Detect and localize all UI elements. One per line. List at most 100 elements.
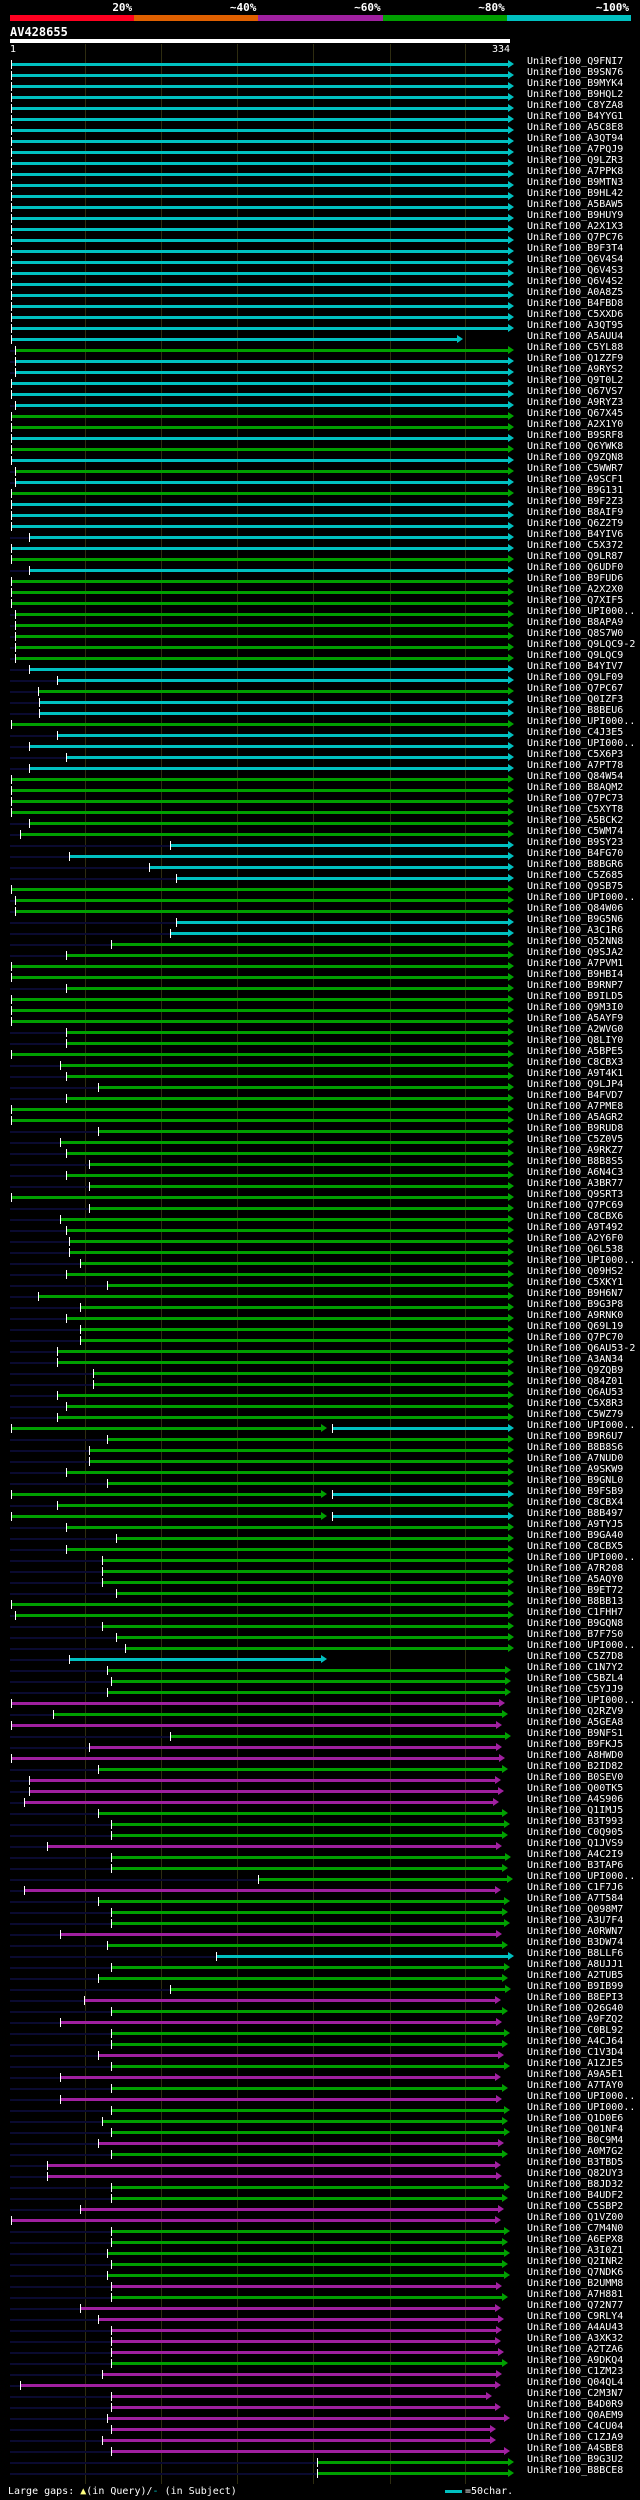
subject-link[interactable]: UniRef100_Q6Z2T9 <box>527 518 624 529</box>
alignment-row[interactable]: UniRef100_B9FKJ5 <box>0 1739 640 1754</box>
alignment-row[interactable]: UniRef100_Q9FNI7 <box>0 56 640 71</box>
subject-link[interactable]: UniRef100_C4CU04 <box>527 2421 624 2432</box>
subject-link[interactable]: UniRef100_Q84W54 <box>527 771 624 782</box>
alignment-row[interactable]: UniRef100_A5GEA8 <box>0 1717 640 1732</box>
alignment-row[interactable]: UniRef100_B4YIV6 <box>0 529 640 544</box>
subject-link[interactable]: UniRef100_Q0AEM9 <box>527 2410 624 2421</box>
alignment-row[interactable]: UniRef100_A1ZJE5 <box>0 2058 640 2073</box>
alignment-row[interactable]: UniRef100_A5AQY0 <box>0 1574 640 1589</box>
alignment-row[interactable]: UniRef100_Q52NN8 <box>0 936 640 951</box>
subject-link[interactable]: UniRef100_B9FSB9 <box>527 1486 624 1497</box>
alignment-row[interactable]: UniRef100_A9RNK0 <box>0 1310 640 1325</box>
subject-link[interactable]: UniRef100_B9HQL2 <box>527 89 624 100</box>
alignment-row[interactable]: UniRef100_A9SCF1 <box>0 474 640 489</box>
subject-link[interactable]: UniRef100_B8JD32 <box>527 2179 624 2190</box>
subject-link[interactable]: UniRef100_C0Q905 <box>527 1827 624 1838</box>
alignment-row[interactable]: UniRef100_C1N7Y2 <box>0 1662 640 1677</box>
subject-link[interactable]: UniRef100_A7H881 <box>527 2289 624 2300</box>
subject-link[interactable]: UniRef100_A3AN34 <box>527 1354 624 1365</box>
subject-link[interactable]: UniRef100_B9G131 <box>527 485 624 496</box>
subject-link[interactable]: UniRef100_A5AGR2 <box>527 1112 624 1123</box>
subject-link[interactable]: UniRef100_C8CBX6 <box>527 1211 624 1222</box>
alignment-row[interactable]: UniRef100_A5AYF9 <box>0 1013 640 1028</box>
alignment-row[interactable]: UniRef100_Q7PC70 <box>0 1332 640 1347</box>
subject-link[interactable]: UniRef100_Q2INR2 <box>527 2256 624 2267</box>
alignment-row[interactable]: UniRef100_Q9SRT3 <box>0 1189 640 1204</box>
alignment-row[interactable]: UniRef100_B9G3P8 <box>0 1299 640 1314</box>
alignment-row[interactable]: UniRef100_Q1IMJ5 <box>0 1805 640 1820</box>
subject-link[interactable]: UniRef100_B3TAP6 <box>527 1860 624 1871</box>
subject-link[interactable]: UniRef100_B4FG70 <box>527 848 624 859</box>
subject-link[interactable]: UniRef100_UPI000.. <box>527 892 636 903</box>
alignment-row[interactable]: UniRef100_C5WWR7 <box>0 463 640 478</box>
subject-link[interactable]: UniRef100_A5AUU4 <box>527 331 624 342</box>
subject-link[interactable]: UniRef100_Q9M3I0 <box>527 1002 624 1013</box>
subject-link[interactable]: UniRef100_C1N7Y2 <box>527 1662 624 1673</box>
subject-link[interactable]: UniRef100_Q098M7 <box>527 1904 624 1915</box>
alignment-row[interactable]: UniRef100_A4CJ64 <box>0 2036 640 2051</box>
alignment-row[interactable]: UniRef100_A2Y6F0 <box>0 1233 640 1248</box>
subject-link[interactable]: UniRef100_A2TZA6 <box>527 2344 624 2355</box>
subject-link[interactable]: UniRef100_B9GQN8 <box>527 1618 624 1629</box>
subject-link[interactable]: UniRef100_B8BB13 <box>527 1596 624 1607</box>
subject-link[interactable]: UniRef100_C7M4N0 <box>527 2223 624 2234</box>
subject-link[interactable]: UniRef100_Q7PC67 <box>527 683 624 694</box>
alignment-row[interactable]: UniRef100_B4FG70 <box>0 848 640 863</box>
alignment-row[interactable]: UniRef100_A4C2I9 <box>0 1849 640 1864</box>
alignment-row[interactable]: UniRef100_Q9LZR3 <box>0 155 640 170</box>
alignment-row[interactable]: UniRef100_Q67X45 <box>0 408 640 423</box>
subject-link[interactable]: UniRef100_B9SRF8 <box>527 430 624 441</box>
alignment-row[interactable]: UniRef100_A7PME8 <box>0 1101 640 1116</box>
subject-link[interactable]: UniRef100_A5BPE5 <box>527 1046 624 1057</box>
alignment-row[interactable]: UniRef100_UPI000.. <box>0 1640 640 1655</box>
alignment-row[interactable]: UniRef100_C7M4N0 <box>0 2223 640 2238</box>
subject-link[interactable]: UniRef100_Q9ZQB9 <box>527 1365 624 1376</box>
alignment-row[interactable]: UniRef100_Q84Z01 <box>0 1376 640 1391</box>
subject-link[interactable]: UniRef100_Q6YWK8 <box>527 441 624 452</box>
alignment-row[interactable]: UniRef100_A5AUU4 <box>0 331 640 346</box>
alignment-row[interactable]: UniRef100_B0C9M4 <box>0 2135 640 2150</box>
alignment-row[interactable]: UniRef100_A5BPE5 <box>0 1046 640 1061</box>
alignment-row[interactable]: UniRef100_A2X1X3 <box>0 221 640 236</box>
subject-link[interactable]: UniRef100_C5XKY1 <box>527 1277 624 1288</box>
alignment-row[interactable]: UniRef100_C1F7J6 <box>0 1882 640 1897</box>
subject-link[interactable]: UniRef100_A5C8E8 <box>527 122 624 133</box>
alignment-row[interactable]: UniRef100_B4FBD8 <box>0 298 640 313</box>
subject-link[interactable]: UniRef100_Q7PC69 <box>527 1200 624 1211</box>
alignment-row[interactable]: UniRef100_C5YL88 <box>0 342 640 357</box>
alignment-row[interactable]: UniRef100_C9RLY4 <box>0 2311 640 2326</box>
subject-link[interactable]: UniRef100_A9T492 <box>527 1222 624 1233</box>
alignment-row[interactable]: UniRef100_B9FUD6 <box>0 573 640 588</box>
subject-link[interactable]: UniRef100_A9RKZ7 <box>527 1145 624 1156</box>
alignment-row[interactable]: UniRef100_B9RNP7 <box>0 980 640 995</box>
alignment-row[interactable]: UniRef100_B9HUY9 <box>0 210 640 225</box>
alignment-row[interactable]: UniRef100_B9RUD8 <box>0 1123 640 1138</box>
subject-link[interactable]: UniRef100_Q72N77 <box>527 2300 624 2311</box>
alignment-row[interactable]: UniRef100_B4D0R9 <box>0 2399 640 2414</box>
subject-link[interactable]: UniRef100_Q9SRT3 <box>527 1189 624 1200</box>
alignment-row[interactable]: UniRef100_Q84W54 <box>0 771 640 786</box>
subject-link[interactable]: UniRef100_B8BGR6 <box>527 859 624 870</box>
alignment-row[interactable]: UniRef100_B9GNL0 <box>0 1475 640 1490</box>
subject-link[interactable]: UniRef100_B3TBD5 <box>527 2157 624 2168</box>
alignment-row[interactable]: UniRef100_A9RYS2 <box>0 364 640 379</box>
subject-link[interactable]: UniRef100_B8LLF6 <box>527 1948 624 1959</box>
subject-link[interactable]: UniRef100_A3QT95 <box>527 320 624 331</box>
subject-link[interactable]: UniRef100_A7PT78 <box>527 760 624 771</box>
subject-link[interactable]: UniRef100_Q09HS2 <box>527 1266 624 1277</box>
alignment-row[interactable]: UniRef100_Q9LQC9-2 <box>0 639 640 654</box>
subject-link[interactable]: UniRef100_B9ET72 <box>527 1585 624 1596</box>
subject-link[interactable]: UniRef100_B4YIV7 <box>527 661 624 672</box>
alignment-row[interactable]: UniRef100_UPI000.. <box>0 1255 640 1270</box>
alignment-row[interactable]: UniRef100_Q8LIY0 <box>0 1035 640 1050</box>
subject-link[interactable]: UniRef100_B9HL42 <box>527 188 624 199</box>
alignment-row[interactable]: UniRef100_B8LLF6 <box>0 1948 640 1963</box>
alignment-row[interactable]: UniRef100_A7PT78 <box>0 760 640 775</box>
alignment-row[interactable]: UniRef100_A9RKZ7 <box>0 1145 640 1160</box>
subject-link[interactable]: UniRef100_Q67VS7 <box>527 386 624 397</box>
subject-link[interactable]: UniRef100_C5XXD6 <box>527 309 624 320</box>
subject-link[interactable]: UniRef100_A7PVM1 <box>527 958 624 969</box>
subject-link[interactable]: UniRef100_A9TYJ5 <box>527 1519 624 1530</box>
alignment-row[interactable]: UniRef100_A3U7F4 <box>0 1915 640 1930</box>
subject-link[interactable]: UniRef100_C5XYT8 <box>527 804 624 815</box>
